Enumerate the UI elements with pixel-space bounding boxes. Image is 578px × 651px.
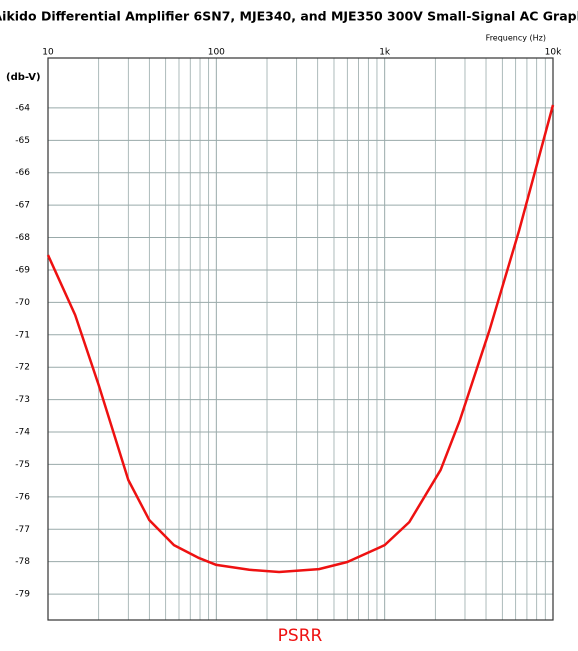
y-tick-label: -72 <box>15 363 30 373</box>
line-series <box>46 104 555 574</box>
y-tick-label: -68 <box>15 233 30 243</box>
y-tick-label: -78 <box>15 557 30 567</box>
x-tick-label: 10 <box>42 48 54 58</box>
y-tick-label: -79 <box>15 590 30 600</box>
y-tick-label: -74 <box>15 428 30 438</box>
y-tick-label: -75 <box>15 460 30 470</box>
y-tick-label: -66 <box>15 168 30 178</box>
chart-title: Aikido Differential Amplifier 6SN7, MJE3… <box>0 9 578 24</box>
x-axis-label: Frequency (Hz) <box>486 34 546 43</box>
legend-entry: PSRR <box>278 626 323 646</box>
plot-area <box>48 58 553 620</box>
y-tick-label: -67 <box>15 201 30 211</box>
plot-border <box>47 57 554 621</box>
y-tick-label: -71 <box>15 330 30 340</box>
y-tick-label: -76 <box>15 492 30 502</box>
x-tick-label: 1k <box>379 48 391 58</box>
x-tick-label: 10k <box>545 48 562 58</box>
x-tick-label: 100 <box>208 48 225 58</box>
y-tick-label: -64 <box>15 103 30 113</box>
y-tick-label: -69 <box>15 265 30 275</box>
y-tick-label: -65 <box>15 136 30 146</box>
y-tick-label: -73 <box>15 395 30 405</box>
y-axis-label: (db-V) <box>6 72 41 83</box>
y-tick-label: -70 <box>15 298 30 308</box>
y-tick-label: -77 <box>15 525 30 535</box>
